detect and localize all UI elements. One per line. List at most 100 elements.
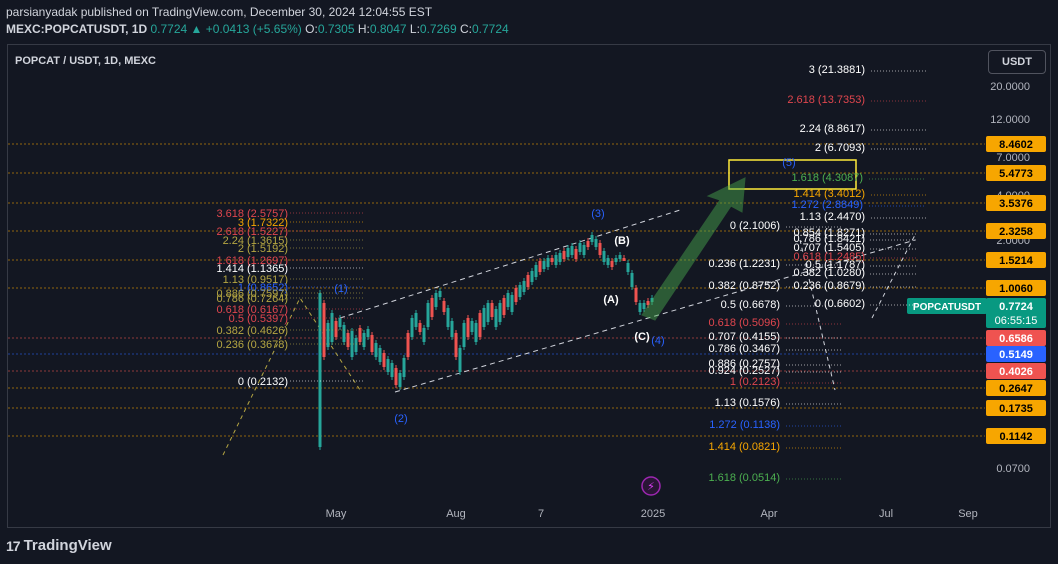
price-tag [986,136,1046,152]
price-tag-label: 1.5214 [999,255,1034,267]
last-price: 0.7724 [150,22,188,36]
close-value: 0.7724 [471,22,509,36]
currency-button[interactable]: USDT [988,50,1046,74]
tradingview-logo-icon: 17 [6,537,21,554]
symbol-tag-label: POPCATUSDT [913,302,981,313]
fib-retrace-label: 0.5 (1.1787) [806,259,865,271]
price-tag [986,363,1046,379]
fib-retrace-label: 0 (0.6602) [815,298,865,310]
fib-extension-label: 2.618 (13.7353) [787,94,865,106]
fib-projection-line [222,296,361,456]
fib-extension-label: 0.886 (0.2757) [708,358,780,370]
fib-retrace-label: 0.786 (1.8421) [793,233,865,245]
candle-body [478,313,482,337]
fib-extension-label: 1.414 (3.4012) [793,188,865,200]
candle-body [470,321,474,332]
fib-extension-label: 0.707 (0.4155) [708,331,780,343]
fib-level-label: 2 (1.5192) [238,243,288,255]
x-tick-label: 2025 [641,508,665,520]
tradingview-footer[interactable]: 17 TradingView [6,537,112,554]
fib-level-label: 3 (1.7322) [238,217,288,229]
candle-body [526,275,530,287]
candle-body [374,343,378,357]
price-tag [986,428,1046,444]
candle-body [394,368,398,385]
candle-body [402,358,406,377]
candle-body [538,261,542,272]
candle-body [414,313,418,327]
price-tag-label: 1.0060 [999,283,1033,295]
price-change: ▲ +0.0413 (+5.65%) [190,22,302,36]
candle-body [546,258,550,267]
candle-body [406,333,410,357]
event-lightning-icon [641,476,661,496]
candle-body [586,241,590,247]
candle-body [514,288,518,302]
price-tag-label: 0.4026 [999,366,1033,378]
candle-body [622,258,626,261]
y-tick-label: 12.0000 [990,114,1030,126]
candle-body [454,333,458,357]
candle-body [418,323,422,332]
candle-body [474,323,478,342]
fib-extension-label: 1 (0.2123) [730,376,780,388]
fib-level-label: 0.236 (0.3678) [216,339,288,351]
low-value: 0.7269 [419,22,457,36]
candle-body [530,271,534,282]
candle-body [430,298,434,317]
candle-body [434,293,438,307]
symbol-ohlc-bar: MEXC:POPCATUSDT, 1D 0.7724 ▲ +0.0413 (+5… [6,22,509,36]
candle-body [354,338,358,352]
candle-body [446,308,450,327]
fib-extension-label: 1.272 (0.1138) [709,419,780,431]
open-value: 0.7305 [317,22,355,36]
fib-level-label: 0.618 (0.6167) [216,304,288,316]
y-tick-label: 20.0000 [990,81,1030,93]
candle-body [442,301,446,312]
candle-body [618,255,622,259]
fib-level-label: 0.382 (0.4626) [216,325,288,337]
wave-label: (C) [634,331,650,343]
fib-extension-label: 0.382 (0.8752) [708,280,780,292]
fib-level-label: 0.5 (0.5397) [229,313,288,325]
candle-body [334,321,338,337]
price-tag [986,380,1046,396]
fib-retrace-label: 0.618 (1.2485) [793,251,865,263]
price-tag-label: 5.4773 [999,168,1033,180]
fib-extension-label: 0.5 (0.6678) [721,299,780,311]
low-label: L: [409,22,420,36]
fib-extension-label: 0 (2.1006) [730,220,780,232]
channel-upper-line [339,209,681,319]
candle-body [346,333,350,347]
x-tick-label: Sep [958,508,978,520]
candle-body [378,348,382,362]
brand-name: TradingView [23,537,112,554]
price-tag-label: 3.5376 [999,198,1033,210]
candle-body [542,261,546,269]
candle-body [410,318,414,337]
fib-extension-label: 0.618 (0.5096) [708,317,780,329]
candle-body [382,353,386,367]
x-tick-label: Aug [446,508,466,520]
candle-body [574,249,578,259]
candle-body [326,323,330,347]
symbol-label: MEXC:POPCATUSDT, 1D [6,22,148,36]
candle-body [494,309,498,327]
candle-body [558,253,562,262]
candle-body [646,301,650,305]
candle-body [482,308,486,327]
price-tag [986,346,1046,362]
fib-extension-label: 2 (6.7093) [815,142,865,154]
wave-label: (5) [782,157,795,169]
fib-extension-label: 0.236 (1.2231) [708,258,780,270]
wave-label: (B) [614,235,630,247]
candle-body [550,258,554,262]
fib-level-label: 0 (0.2132) [238,376,288,388]
candle-body [486,303,490,322]
fib-extension-label: 1.13 (2.4470) [800,211,865,223]
candle-body [370,335,374,352]
fib-retrace-label: 0.382 (1.0280) [793,267,865,279]
fib-level-label: 1.414 (1.1365) [216,263,288,275]
candle-body [490,303,494,317]
